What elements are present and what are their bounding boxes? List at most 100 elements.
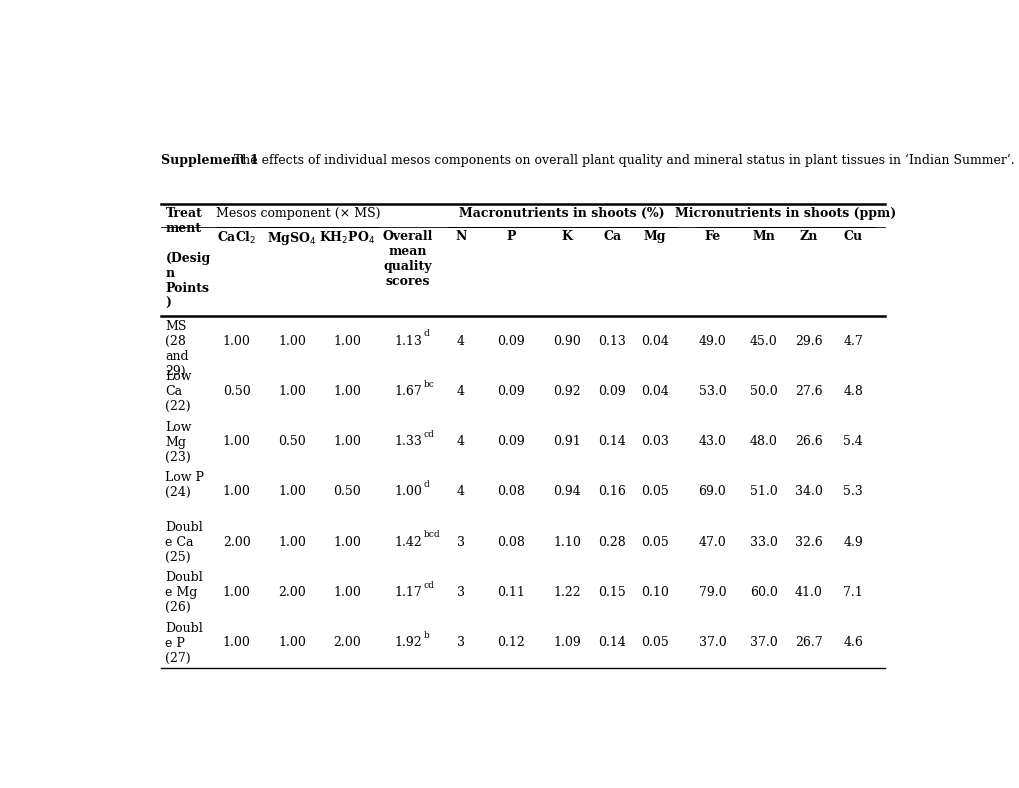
Text: 1.00: 1.00 xyxy=(333,536,361,548)
Text: 1.00: 1.00 xyxy=(333,586,361,599)
Text: 1.00: 1.00 xyxy=(278,637,306,649)
Text: 0.14: 0.14 xyxy=(597,435,626,448)
Text: 4: 4 xyxy=(457,485,465,499)
Text: 4: 4 xyxy=(457,385,465,398)
Text: 1.92: 1.92 xyxy=(394,637,422,649)
Text: 2.00: 2.00 xyxy=(333,637,361,649)
Text: 0.90: 0.90 xyxy=(552,335,581,348)
Text: 1.00: 1.00 xyxy=(222,586,251,599)
Text: . The effects of individual mesos components on overall plant quality and minera: . The effects of individual mesos compon… xyxy=(226,154,1014,167)
Text: 1.00: 1.00 xyxy=(333,335,361,348)
Text: 1.10: 1.10 xyxy=(552,536,581,548)
Text: 69.0: 69.0 xyxy=(698,485,726,499)
Text: 0.09: 0.09 xyxy=(496,435,524,448)
Text: 1.00: 1.00 xyxy=(278,536,306,548)
Text: 0.08: 0.08 xyxy=(496,536,525,548)
Text: Fe: Fe xyxy=(704,230,719,243)
Text: 4.6: 4.6 xyxy=(843,637,862,649)
Text: 79.0: 79.0 xyxy=(698,586,726,599)
Text: 1.17: 1.17 xyxy=(394,586,422,599)
Text: bcd: bcd xyxy=(424,530,440,540)
Text: 4.7: 4.7 xyxy=(843,335,862,348)
Text: 0.50: 0.50 xyxy=(333,485,361,499)
Text: 1.00: 1.00 xyxy=(278,335,306,348)
Text: 34.0: 34.0 xyxy=(794,485,822,499)
Text: Supplement 1: Supplement 1 xyxy=(161,154,258,167)
Text: P: P xyxy=(505,230,516,243)
Text: MS
(28
and
29): MS (28 and 29) xyxy=(165,320,189,378)
Text: K: K xyxy=(561,230,572,243)
Text: Treat
ment

(Desig
n
Points
): Treat ment (Desig n Points ) xyxy=(165,206,211,310)
Text: Doubl
e P
(27): Doubl e P (27) xyxy=(165,622,203,665)
Text: 1.13: 1.13 xyxy=(393,335,422,348)
Text: Mg: Mg xyxy=(643,230,665,243)
Text: Mesos component (× MS): Mesos component (× MS) xyxy=(215,207,380,221)
Text: 4: 4 xyxy=(457,435,465,448)
Text: 0.94: 0.94 xyxy=(552,485,581,499)
Text: 49.0: 49.0 xyxy=(698,335,726,348)
Text: 1.00: 1.00 xyxy=(278,385,306,398)
Text: 26.7: 26.7 xyxy=(795,637,822,649)
Text: 33.0: 33.0 xyxy=(749,536,777,548)
Text: 5.4: 5.4 xyxy=(843,435,862,448)
Text: 0.12: 0.12 xyxy=(496,637,524,649)
Text: Mn: Mn xyxy=(752,230,774,243)
Text: 1.33: 1.33 xyxy=(393,435,422,448)
Text: 37.0: 37.0 xyxy=(698,637,726,649)
Text: 51.0: 51.0 xyxy=(749,485,776,499)
Text: cd: cd xyxy=(424,581,434,589)
Text: 50.0: 50.0 xyxy=(749,385,776,398)
Text: 3: 3 xyxy=(457,586,465,599)
Text: 3: 3 xyxy=(457,637,465,649)
Text: 41.0: 41.0 xyxy=(794,586,822,599)
Text: 0.15: 0.15 xyxy=(597,586,626,599)
Text: Low
Mg
(23): Low Mg (23) xyxy=(165,421,192,463)
Text: 1.67: 1.67 xyxy=(394,385,422,398)
Text: 1.09: 1.09 xyxy=(552,637,581,649)
Text: 1.42: 1.42 xyxy=(394,536,422,548)
Text: bc: bc xyxy=(424,380,434,388)
Text: d: d xyxy=(424,480,429,489)
Text: Overall
mean
quality
scores: Overall mean quality scores xyxy=(382,230,433,288)
Text: 47.0: 47.0 xyxy=(698,536,726,548)
Text: CaCl$_2$: CaCl$_2$ xyxy=(217,230,256,246)
Text: 37.0: 37.0 xyxy=(749,637,776,649)
Text: KH$_2$PO$_4$: KH$_2$PO$_4$ xyxy=(319,230,375,246)
Text: 0.09: 0.09 xyxy=(496,335,524,348)
Text: 0.09: 0.09 xyxy=(597,385,626,398)
Text: Zn: Zn xyxy=(799,230,817,243)
Text: 0.08: 0.08 xyxy=(496,485,525,499)
Text: 27.6: 27.6 xyxy=(795,385,822,398)
Text: Low P
(24): Low P (24) xyxy=(165,471,204,499)
Text: 1.00: 1.00 xyxy=(333,385,361,398)
Text: cd: cd xyxy=(424,430,434,439)
Text: d: d xyxy=(424,329,429,338)
Text: 43.0: 43.0 xyxy=(698,435,726,448)
Text: 0.91: 0.91 xyxy=(552,435,581,448)
Text: 0.11: 0.11 xyxy=(496,586,525,599)
Text: 1.00: 1.00 xyxy=(222,485,251,499)
Text: 0.16: 0.16 xyxy=(597,485,626,499)
Text: b: b xyxy=(424,631,429,640)
Text: 45.0: 45.0 xyxy=(749,335,776,348)
Text: 48.0: 48.0 xyxy=(749,435,777,448)
Text: 0.28: 0.28 xyxy=(597,536,626,548)
Text: 0.03: 0.03 xyxy=(640,435,668,448)
Text: 0.05: 0.05 xyxy=(640,536,668,548)
Text: 0.50: 0.50 xyxy=(278,435,306,448)
Text: 0.10: 0.10 xyxy=(640,586,668,599)
Text: 1.00: 1.00 xyxy=(222,335,251,348)
Text: 0.05: 0.05 xyxy=(640,485,668,499)
Text: 0.13: 0.13 xyxy=(597,335,626,348)
Text: 2.00: 2.00 xyxy=(222,536,251,548)
Text: 4.9: 4.9 xyxy=(843,536,862,548)
Text: 60.0: 60.0 xyxy=(749,586,777,599)
Text: MgSO$_4$: MgSO$_4$ xyxy=(267,230,317,247)
Text: Doubl
e Ca
(25): Doubl e Ca (25) xyxy=(165,521,203,564)
Text: 0.04: 0.04 xyxy=(640,335,668,348)
Text: 53.0: 53.0 xyxy=(698,385,726,398)
Text: 1.00: 1.00 xyxy=(222,435,251,448)
Text: 1.00: 1.00 xyxy=(222,637,251,649)
Text: N: N xyxy=(454,230,467,243)
Text: 29.6: 29.6 xyxy=(795,335,822,348)
